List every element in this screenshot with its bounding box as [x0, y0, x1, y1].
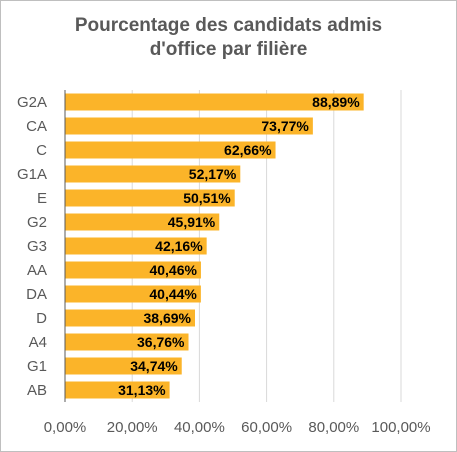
category-label: G1 [27, 358, 47, 375]
chart-title: Pourcentage des candidats admis d'office… [0, 14, 457, 62]
data-label: 38,69% [144, 310, 192, 326]
category-label: AB [27, 382, 47, 399]
x-tick-label: 80,00% [308, 419, 359, 436]
data-label: 45,91% [168, 214, 216, 230]
x-tick-label: 100,00% [371, 419, 430, 436]
category-label: G1A [17, 166, 47, 183]
bar [65, 285, 201, 303]
x-tick-label: 20,00% [107, 419, 158, 436]
chart-title-line-2: d'office par filière [149, 39, 308, 60]
data-label: 50,51% [183, 190, 231, 206]
bar [65, 309, 195, 327]
bar [65, 333, 189, 351]
x-tick-label: 0,00% [44, 419, 87, 436]
category-label: CA [26, 118, 47, 135]
category-label: D [36, 310, 47, 327]
data-label: 31,13% [118, 382, 166, 398]
category-label: DA [26, 286, 47, 303]
bar [65, 261, 201, 279]
data-label: 62,66% [224, 142, 272, 158]
x-tick-label: 40,00% [174, 419, 225, 436]
category-label: G2A [17, 94, 47, 111]
bar [65, 237, 207, 255]
x-tick-label: 60,00% [241, 419, 292, 436]
data-label: 34,74% [130, 358, 178, 374]
category-label: G3 [27, 238, 47, 255]
data-label: 36,76% [137, 334, 185, 350]
data-label: 52,17% [189, 166, 237, 182]
category-label: E [37, 190, 47, 207]
category-label: G2 [27, 214, 47, 231]
bar [65, 381, 170, 399]
category-label: AA [27, 262, 47, 279]
category-label: C [36, 142, 47, 159]
data-label: 88,89% [312, 94, 360, 110]
bar [65, 357, 182, 375]
bar [65, 93, 364, 111]
category-label: A4 [29, 334, 47, 351]
data-label: 40,44% [149, 286, 197, 302]
data-label: 42,16% [155, 238, 203, 254]
chart-title-line-1: Pourcentage des candidats admis [74, 15, 383, 36]
bar [65, 213, 220, 231]
bar [65, 165, 241, 183]
data-label: 40,46% [149, 262, 197, 278]
bar [65, 189, 235, 207]
bar [65, 141, 276, 159]
bar [65, 117, 313, 135]
data-label: 73,77% [261, 118, 309, 134]
